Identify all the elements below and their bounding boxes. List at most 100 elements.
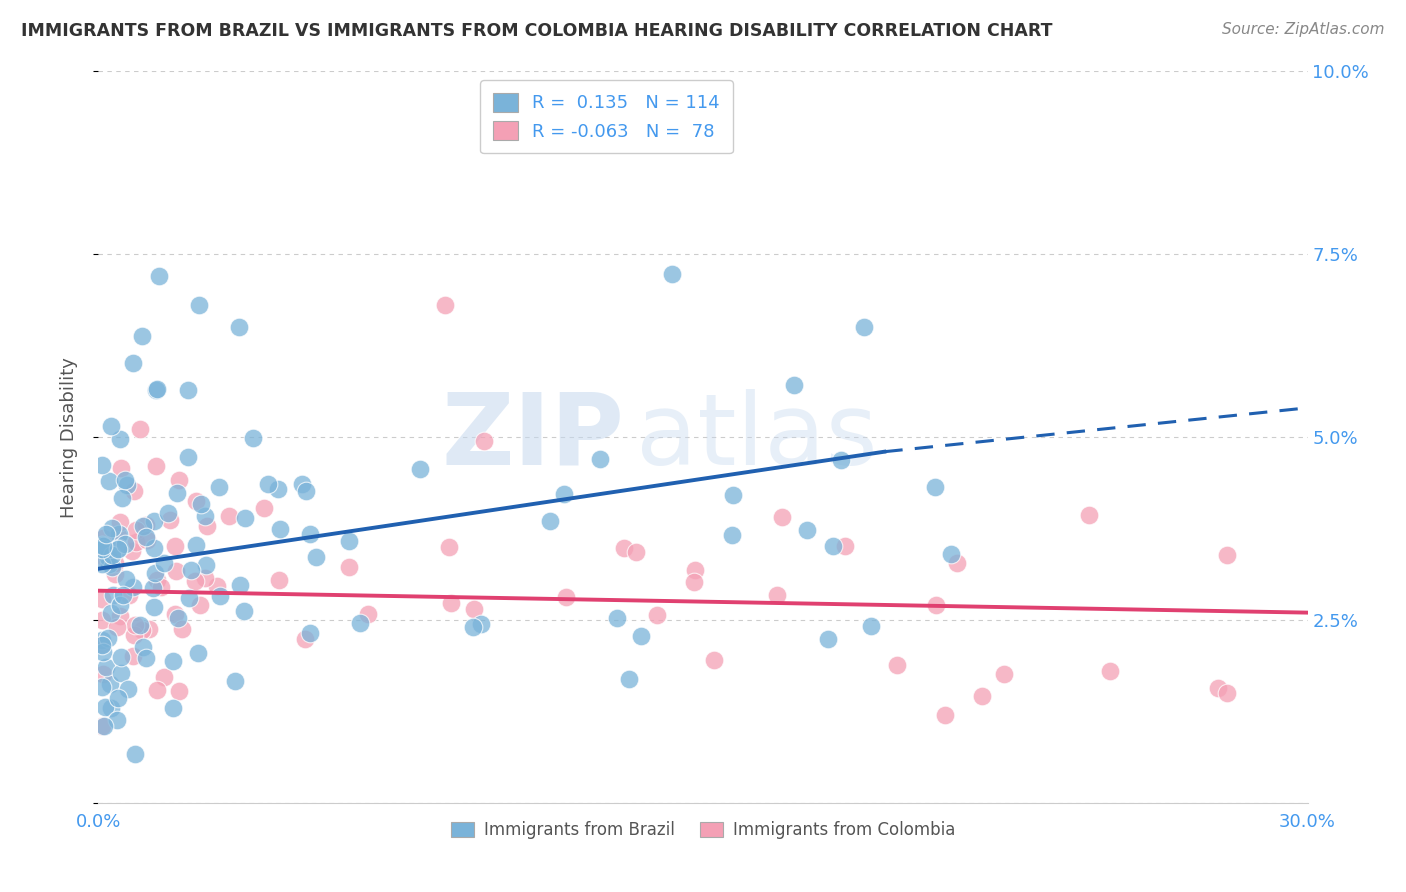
Point (91, 539, 114, 553)
Point (765, 588, 787, 602)
Point (770, 510, 793, 524)
Point (128, 617, 150, 632)
Point (440, 596, 463, 610)
Point (194, 571, 217, 585)
Point (817, 632, 839, 647)
Point (218, 508, 240, 523)
Point (589, 451, 612, 466)
Point (232, 604, 254, 618)
Point (821, 539, 844, 553)
Point (624, 545, 647, 559)
Point (91, 538, 114, 552)
Point (136, 533, 159, 548)
Point (91, 613, 114, 627)
Point (253, 500, 276, 515)
Point (93, 699, 115, 714)
Point (111, 588, 134, 602)
Point (111, 491, 134, 505)
Y-axis label: Hearing Disability: Hearing Disability (59, 357, 77, 517)
Point (97, 557, 120, 571)
Point (337, 533, 360, 548)
Point (124, 747, 146, 761)
Point (619, 673, 641, 687)
Legend: Immigrants from Brazil, Immigrants from Colombia: Immigrants from Brazil, Immigrants from … (444, 814, 962, 846)
Point (188, 598, 211, 612)
Point (661, 267, 683, 281)
Point (830, 453, 852, 467)
Point (630, 629, 652, 643)
Point (470, 616, 492, 631)
Point (945, 557, 967, 571)
Point (162, 654, 184, 668)
Point (107, 541, 129, 556)
Point (461, 620, 484, 634)
Point (723, 488, 745, 502)
Point (122, 483, 145, 498)
Point (142, 514, 165, 528)
Point (91, 531, 114, 545)
Point (269, 522, 291, 536)
Point (555, 590, 578, 604)
Point (177, 591, 200, 605)
Point (100, 549, 122, 563)
Point (91, 541, 114, 556)
Point (110, 666, 132, 681)
Point (184, 494, 207, 508)
Point (166, 486, 188, 500)
Point (108, 541, 131, 555)
Point (91, 633, 114, 648)
Point (295, 483, 318, 498)
Point (472, 434, 495, 448)
Point (143, 600, 166, 615)
Point (993, 666, 1015, 681)
Point (796, 523, 818, 537)
Point (97, 474, 120, 488)
Point (115, 477, 138, 491)
Point (1077, 508, 1099, 522)
Point (299, 526, 322, 541)
Point (195, 558, 218, 573)
Point (114, 473, 136, 487)
Point (886, 658, 908, 673)
Point (538, 514, 561, 528)
Point (107, 690, 129, 705)
Point (108, 527, 131, 541)
Point (834, 539, 856, 553)
Point (934, 708, 956, 723)
Point (434, 298, 457, 312)
Point (165, 564, 187, 578)
Point (150, 580, 173, 594)
Point (101, 588, 124, 602)
Point (145, 458, 167, 473)
Point (107, 528, 129, 542)
Point (925, 598, 948, 612)
Point (167, 683, 190, 698)
Point (91, 637, 114, 651)
Point (142, 581, 165, 595)
Point (257, 477, 280, 491)
Point (121, 543, 143, 558)
Point (96, 660, 118, 674)
Point (91, 638, 114, 652)
Point (267, 573, 290, 587)
Point (135, 531, 157, 545)
Point (224, 673, 246, 688)
Point (167, 611, 190, 625)
Point (1206, 681, 1229, 695)
Point (105, 620, 128, 634)
Point (122, 649, 145, 664)
Point (170, 622, 193, 636)
Point (190, 497, 212, 511)
Point (146, 682, 169, 697)
Point (138, 622, 160, 636)
Point (463, 601, 485, 615)
Point (229, 578, 252, 592)
Point (110, 649, 132, 664)
Point (98, 677, 121, 691)
Point (183, 574, 205, 588)
Point (142, 541, 165, 556)
Point (162, 700, 184, 714)
Point (152, 669, 174, 683)
Point (110, 432, 132, 446)
Point (146, 382, 169, 396)
